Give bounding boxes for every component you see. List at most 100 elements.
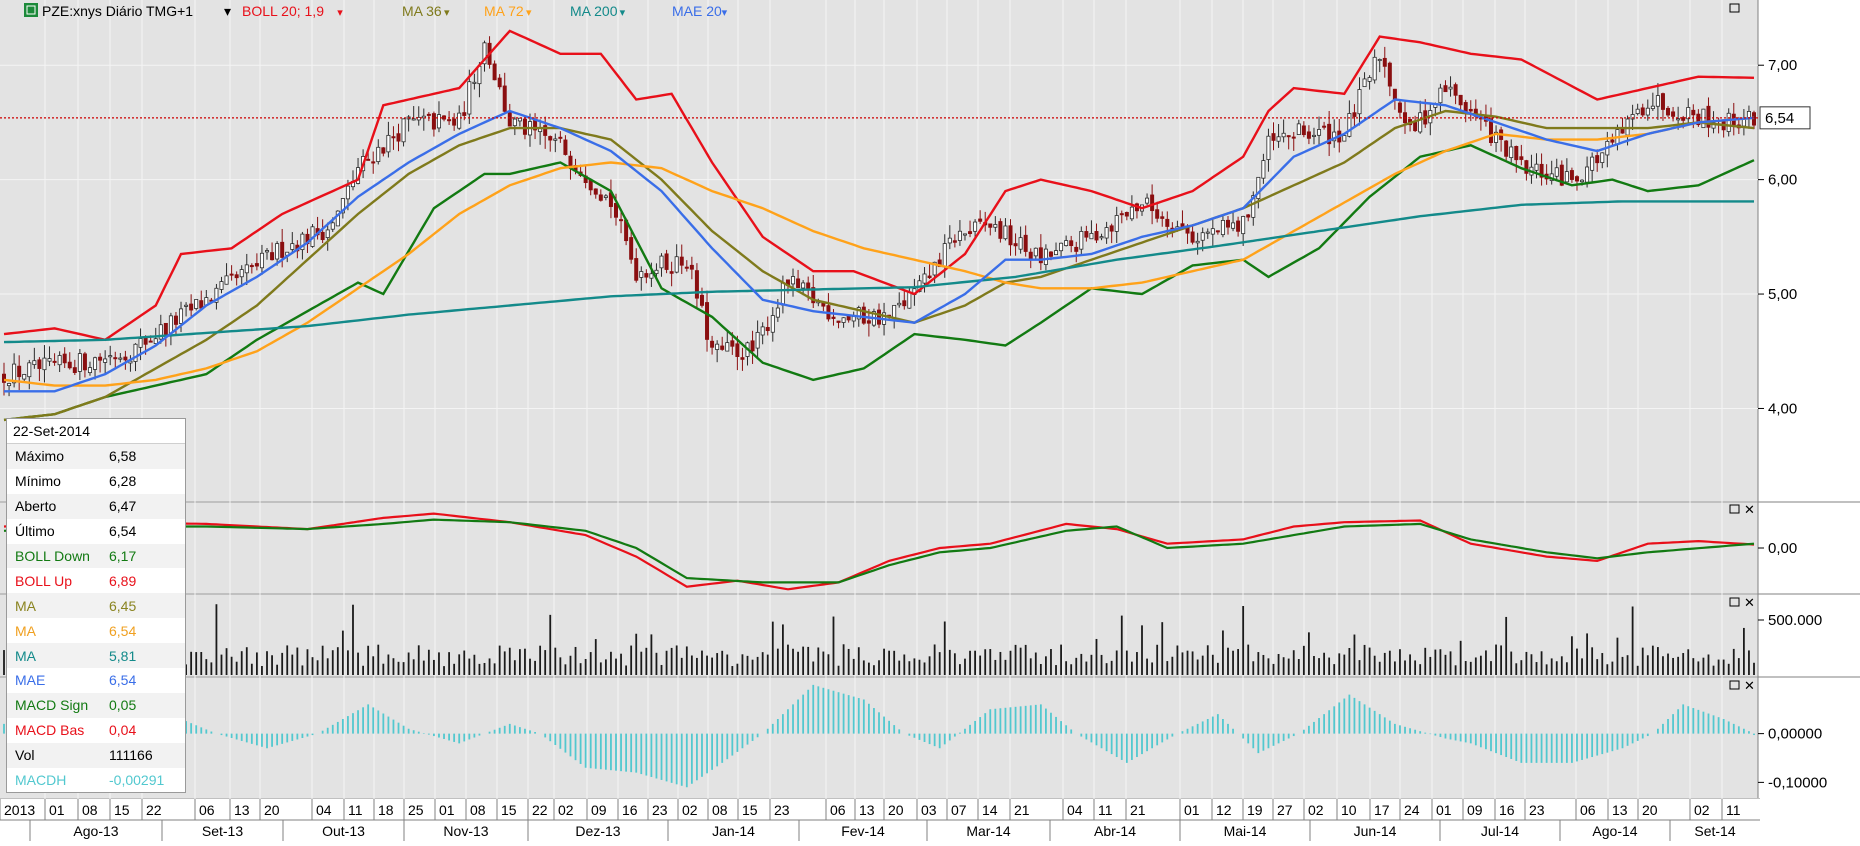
candle-body — [588, 180, 593, 191]
candle-body — [457, 112, 462, 129]
candle-body — [1706, 105, 1711, 128]
candle-body — [1494, 131, 1499, 143]
info-row-label: MACD Bas — [15, 722, 85, 739]
candle-body — [1241, 216, 1246, 235]
x-day-label: 02 — [558, 802, 574, 818]
info-row-value: 6,28 — [109, 473, 137, 490]
candle-body — [1038, 247, 1043, 264]
candle-body — [27, 362, 32, 378]
candle-body — [998, 221, 1003, 239]
candle-body — [391, 136, 396, 139]
candle-body — [765, 327, 770, 332]
candle-body — [1306, 131, 1311, 139]
candle-body — [477, 65, 482, 85]
maximize-icon[interactable] — [1729, 597, 1740, 607]
indicator-line-boll-20-1-9 — [3, 29, 1755, 342]
candle-body — [270, 252, 275, 261]
x-month-label: Set-14 — [1694, 823, 1735, 839]
candle-body — [735, 343, 740, 357]
candle-body — [482, 42, 487, 65]
candle-body — [1145, 197, 1150, 204]
maximize-icon[interactable] — [1729, 3, 1740, 13]
symbol-dropdown-icon[interactable]: ▾ — [224, 3, 231, 19]
symbol-title[interactable]: PZE:xnys Diário TMG+1 — [42, 3, 193, 19]
candle-body — [1276, 136, 1281, 142]
x-month-label: Out-13 — [322, 823, 365, 839]
chart-app-icon — [24, 3, 38, 17]
indicator-label[interactable]: MA 200 — [570, 3, 618, 19]
indicator-label[interactable]: MA 36 — [402, 3, 442, 19]
x-month-label: Mar-14 — [966, 823, 1011, 839]
x-day-label: 13 — [234, 802, 250, 818]
candle-body — [947, 237, 952, 244]
info-row-value: 6,58 — [109, 448, 137, 465]
x-day-label: 13 — [1612, 802, 1628, 818]
candle-body — [199, 300, 204, 309]
x-day-label: 21 — [1130, 802, 1146, 818]
candle-body — [1347, 113, 1352, 137]
info-row-value: 0,04 — [109, 722, 137, 739]
candle-body — [1099, 236, 1104, 239]
indicator-label[interactable]: MAE 20 — [672, 3, 722, 19]
candle-body — [1539, 163, 1544, 178]
y-tick-label: 0,00 — [1768, 540, 1797, 557]
candle-body — [1160, 216, 1165, 219]
candle-body — [1590, 156, 1595, 171]
close-icon[interactable]: ✕ — [1744, 502, 1755, 517]
candle-body — [674, 256, 679, 273]
indicator-label[interactable]: MA 72 — [484, 3, 524, 19]
info-row: MAE 6,54 — [7, 668, 185, 693]
candle-body — [811, 287, 816, 304]
candle-body — [669, 271, 674, 274]
indicator-dropdown-icon[interactable]: ▾ — [722, 7, 728, 19]
candle-body — [927, 275, 932, 279]
maximize-icon[interactable] — [1729, 680, 1740, 690]
candle-body — [1686, 107, 1691, 120]
candle-body — [189, 303, 194, 311]
candle-body — [1676, 118, 1681, 121]
macd-lines — [3, 512, 1755, 591]
indicator-dropdown-icon[interactable]: ▾ — [337, 7, 343, 19]
x-month-label: Ago-14 — [1592, 823, 1637, 839]
info-row: MACD Sign 0,05 — [7, 692, 185, 718]
candle-body — [108, 355, 113, 358]
candle-body — [1013, 243, 1018, 247]
candle-body — [1114, 215, 1119, 232]
close-icon[interactable]: ✕ — [1744, 595, 1755, 610]
info-row: Vol 111166 — [7, 742, 185, 768]
candle-body — [1291, 136, 1296, 139]
candle-body — [1261, 160, 1266, 179]
candle-body — [1438, 87, 1443, 104]
info-row-value: -0,00291 — [109, 772, 165, 789]
candle-body — [7, 383, 12, 387]
candle-body — [942, 243, 947, 268]
candle-body — [962, 233, 967, 236]
x-day-label: 15 — [501, 802, 517, 818]
candle-body — [345, 185, 350, 200]
x-day-label: 22 — [532, 802, 548, 818]
candle-body — [1084, 231, 1089, 238]
candle-body — [330, 222, 335, 230]
candle-body — [401, 118, 406, 143]
indicator-lines — [3, 29, 1755, 422]
info-row: MACDH -0,00291 — [7, 768, 185, 793]
indicator-dropdown-icon[interactable]: ▾ — [444, 7, 450, 19]
close-icon[interactable]: ✕ — [1744, 678, 1755, 693]
candle-body — [1266, 135, 1271, 160]
candle-body — [1681, 117, 1686, 121]
candle-body — [244, 264, 249, 274]
indicator-dropdown-icon[interactable]: ▾ — [620, 7, 626, 19]
info-row: MA 6,54 — [7, 618, 185, 643]
indicator-label[interactable]: BOLL 20; 1,9 — [242, 3, 324, 19]
candle-body — [937, 259, 942, 268]
indicator-dropdown-icon[interactable]: ▾ — [526, 7, 532, 19]
info-row: MA 5,81 — [7, 643, 185, 669]
x-day-label: 2013 — [4, 802, 35, 818]
y-tick-label: 5,00 — [1768, 286, 1797, 303]
candle-body — [1640, 107, 1645, 116]
candle-body — [194, 299, 199, 309]
maximize-icon[interactable] — [1729, 504, 1740, 514]
candle-body — [1059, 242, 1064, 252]
info-row-value: 6,54 — [109, 672, 137, 689]
indicator-labels: BOLL 20; 1,9 ▾ MA 36 ▾ MA 72 ▾ MA 200 ▾ MAE 20 ▾ — [242, 3, 728, 19]
